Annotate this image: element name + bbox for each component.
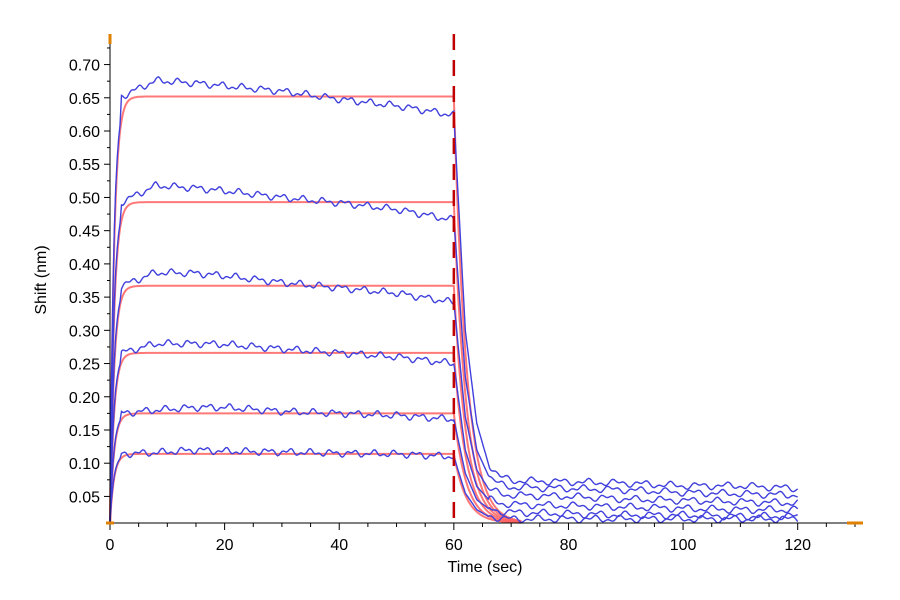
y-ticks: 0.05 0.10 0.15 0.20 0.25 0.30 0.35 0.40 0.45 0.50… xyxy=(69,47,110,506)
y-axis-title: Shift (nm) xyxy=(33,245,50,314)
measured-curve xyxy=(109,339,799,524)
y-tick-label: 0.15 xyxy=(69,423,100,440)
x-tick-label: 100 xyxy=(670,537,697,554)
y-tick-label: 0.60 xyxy=(69,124,100,141)
y-tick-label: 0.45 xyxy=(69,224,100,241)
x-tick-label: 40 xyxy=(330,537,348,554)
x-tick-label: 60 xyxy=(445,537,463,554)
y-tick-label: 0.40 xyxy=(69,257,100,274)
y-tick-label: 0.05 xyxy=(69,489,100,506)
y-tick-label: 0.65 xyxy=(69,91,100,108)
measured-curve xyxy=(109,403,798,524)
fit-curve xyxy=(109,452,522,524)
x-tick-label: 20 xyxy=(216,537,234,554)
y-tick-label: 0.25 xyxy=(69,357,100,374)
y-tick-label: 0.10 xyxy=(69,456,100,473)
x-tick-label: 80 xyxy=(560,537,578,554)
y-tick-label: 0.20 xyxy=(69,390,100,407)
fit-curve xyxy=(109,412,522,524)
y-tick-label: 0.30 xyxy=(69,323,100,340)
y-tick-label: 0.50 xyxy=(69,190,100,207)
x-tick-label: 0 xyxy=(106,537,115,554)
x-tick-label: 120 xyxy=(784,537,811,554)
x-ticks: 0 20 40 60 80 100 120 xyxy=(106,523,856,554)
y-tick-label: 0.35 xyxy=(69,290,100,307)
x-axis-title: Time (sec) xyxy=(448,559,523,576)
y-tick-label: 0.70 xyxy=(69,58,100,75)
axes xyxy=(109,38,855,524)
y-tick-label: 0.55 xyxy=(69,157,100,174)
